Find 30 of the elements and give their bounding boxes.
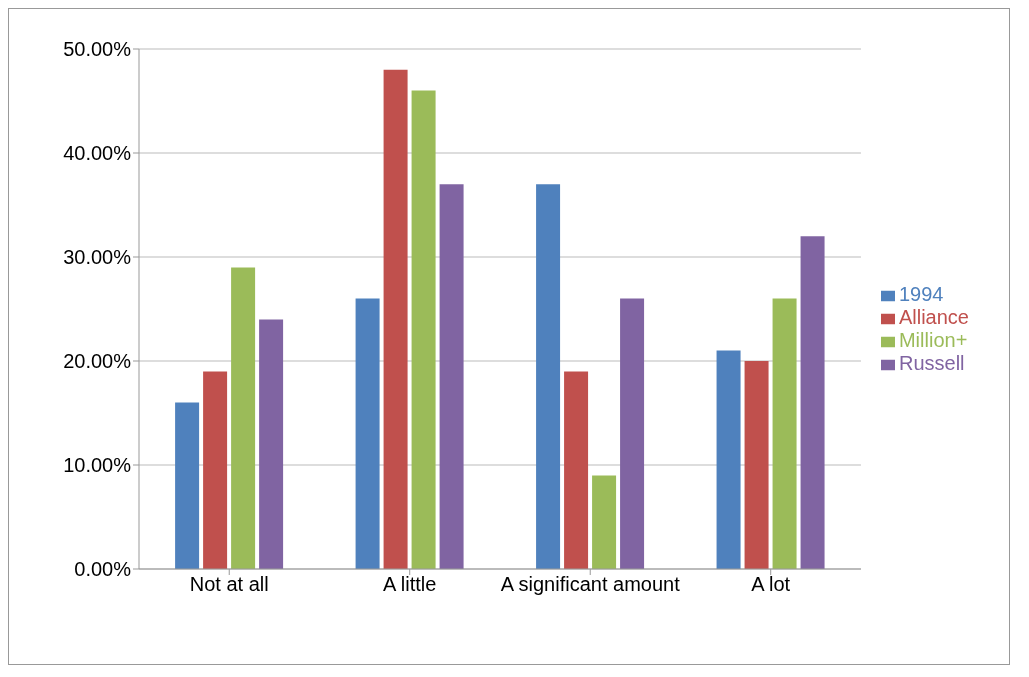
y-tick-label: 40.00% — [63, 142, 132, 165]
y-tick-label: 50.00% — [63, 38, 132, 61]
y-tick-label: 30.00% — [63, 246, 132, 269]
y-tick-label: 0.00% — [74, 558, 132, 581]
legend-label: Alliance — [898, 306, 969, 328]
bar — [716, 350, 741, 569]
x-tick-label: A significant amount — [500, 573, 681, 596]
bar — [355, 298, 380, 569]
bar — [536, 184, 561, 569]
bar — [592, 475, 617, 569]
bar — [620, 298, 645, 569]
bar — [231, 267, 256, 569]
y-tick-label: 10.00% — [63, 454, 132, 477]
bar — [259, 319, 284, 569]
bar — [800, 236, 825, 569]
bar — [744, 361, 769, 569]
legend-label: 1994 — [898, 283, 944, 305]
x-tick-label: A little — [383, 573, 437, 596]
bar — [564, 371, 589, 569]
bar — [383, 69, 408, 569]
bar — [203, 371, 228, 569]
bar — [772, 298, 797, 569]
x-tick-label: Not at all — [189, 573, 269, 596]
legend-label: Million+ — [898, 329, 968, 351]
legend-label: Russell — [898, 352, 965, 374]
x-tick-label: A lot — [751, 573, 791, 596]
bar — [439, 184, 464, 569]
bar — [175, 402, 200, 569]
y-tick-label: 20.00% — [63, 350, 132, 373]
bar — [411, 90, 436, 569]
